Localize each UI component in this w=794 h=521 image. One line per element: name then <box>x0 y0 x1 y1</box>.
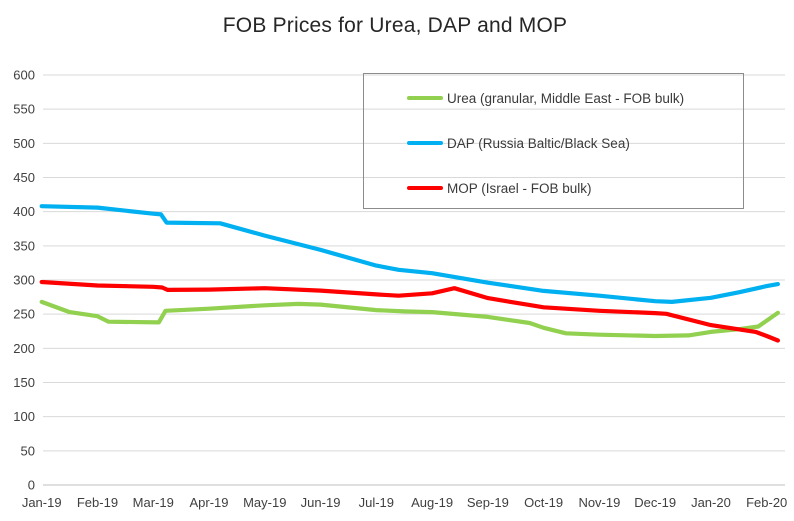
legend-entry-dap: DAP (Russia Baltic/Black Sea) <box>364 132 630 154</box>
legend-label-dap: DAP (Russia Baltic/Black Sea) <box>447 135 630 151</box>
y-axis-tick-label: 600 <box>13 68 35 83</box>
legend-label-mop: MOP (Israel - FOB bulk) <box>447 180 592 196</box>
x-axis-tick-label: Oct-19 <box>524 495 563 510</box>
x-axis-tick-label: Aug-19 <box>411 495 453 510</box>
x-axis-tick-label: May-19 <box>243 495 286 510</box>
chart-title: FOB Prices for Urea, DAP and MOP <box>222 14 568 37</box>
y-axis-tick-label: 0 <box>28 478 35 493</box>
x-axis-tick-label: Mar-19 <box>133 495 174 510</box>
y-axis-tick-label: 100 <box>13 409 35 424</box>
x-axis-tick-label: Sep-19 <box>467 495 509 510</box>
legend-label-urea: Urea (granular, Middle East - FOB bulk) <box>447 90 685 106</box>
x-axis-tick-label: Feb-19 <box>77 495 118 510</box>
x-axis-tick-label: Dec-19 <box>634 495 676 510</box>
x-axis-tick-label: Apr-19 <box>189 495 228 510</box>
y-axis-tick-label: 550 <box>13 102 35 117</box>
y-axis-tick-label: 450 <box>13 170 35 185</box>
x-axis-tick-label: Jan-19 <box>22 495 62 510</box>
y-axis-tick-label: 400 <box>13 204 35 219</box>
x-axis-labels-group: Jan-19 Feb-19 Mar-19 Apr-19 May-19 Jun-19 Jul-… <box>22 495 787 510</box>
legend-entry-urea: Urea (granular, Middle East - FOB bulk) <box>364 87 684 109</box>
dap-line-swatch-icon <box>407 140 443 146</box>
y-axis-tick-label: 50 <box>21 443 35 458</box>
mop-line-swatch-icon <box>407 185 443 191</box>
urea-line-swatch-icon <box>407 95 443 101</box>
series-line-dap <box>39 204 781 304</box>
series-lines-group <box>39 204 781 343</box>
x-axis-tick-label: Jan-20 <box>691 495 731 510</box>
y-axis-labels-group: 0 50 100 150 200 250 300 350 400 450 500 550 600 <box>13 68 35 493</box>
x-axis-tick-label: Jul-19 <box>359 495 394 510</box>
x-axis-tick-label: Feb-20 <box>746 495 787 510</box>
series-line-mop <box>39 279 781 343</box>
gridlines-group <box>43 74 785 486</box>
y-axis-tick-label: 200 <box>13 341 35 356</box>
y-axis-tick-label: 250 <box>13 307 35 322</box>
y-axis-tick-label: 300 <box>13 273 35 288</box>
legend: Urea (granular, Middle East - FOB bulk) … <box>363 73 744 209</box>
x-axis-tick-label: Jun-19 <box>301 495 341 510</box>
y-axis-tick-label: 150 <box>13 375 35 390</box>
x-axis-tick-label: Nov-19 <box>578 495 620 510</box>
series-line-urea <box>39 299 781 339</box>
y-axis-tick-label: 500 <box>13 136 35 151</box>
y-axis-tick-label: 350 <box>13 238 35 253</box>
legend-entry-mop: MOP (Israel - FOB bulk) <box>364 177 592 199</box>
